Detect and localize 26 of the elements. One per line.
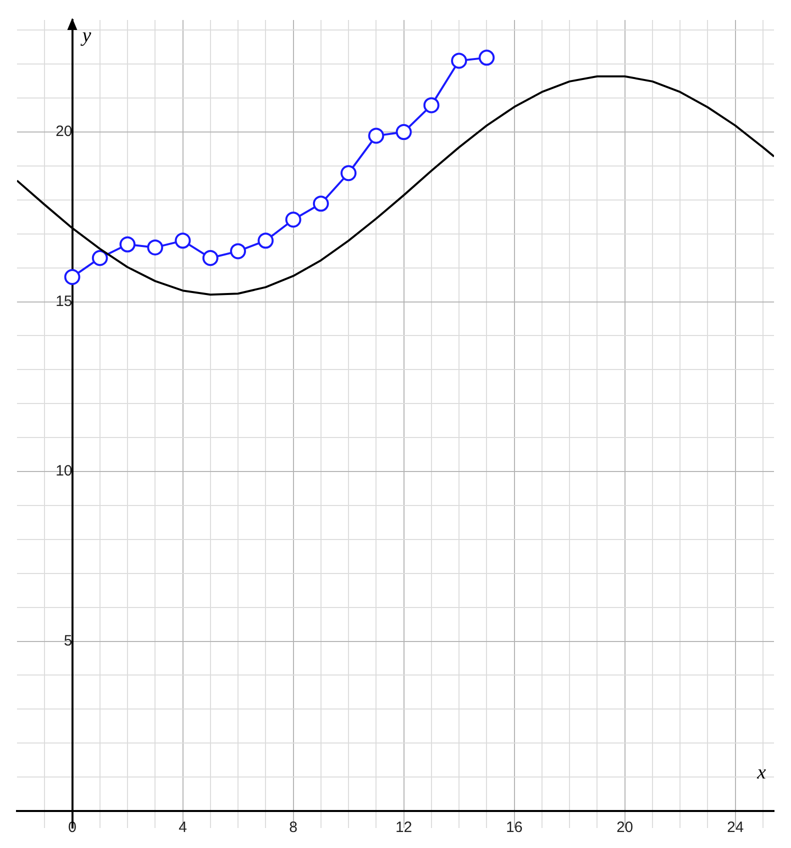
point: [174, 232, 191, 249]
y-axis-title: y: [80, 24, 92, 46]
x-axis-title: x: [756, 761, 766, 784]
point: [478, 50, 495, 66]
x-tick-label: 20: [616, 819, 634, 836]
x-tick-label: 4: [178, 819, 187, 836]
x-tick-label: 24: [726, 819, 744, 836]
point: [312, 196, 329, 212]
point: [120, 236, 136, 252]
point: [147, 239, 164, 256]
point: [64, 269, 80, 285]
point: [451, 52, 468, 69]
x-tick-label: 12: [395, 819, 412, 836]
point: [230, 243, 246, 260]
x-tick-label: 8: [289, 819, 298, 836]
x-tick-label: 16: [506, 819, 523, 836]
y-tick-label: 15: [56, 292, 72, 310]
point: [92, 250, 108, 266]
point: [423, 97, 440, 114]
point: [368, 128, 384, 144]
point: [396, 124, 412, 140]
point: [285, 212, 302, 228]
point: [202, 250, 218, 266]
point: [340, 165, 357, 182]
point: [258, 232, 274, 249]
y-tick-label: 5: [64, 632, 72, 650]
